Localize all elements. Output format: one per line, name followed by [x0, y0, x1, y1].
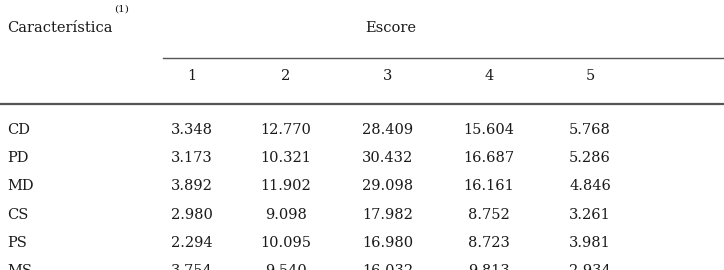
- Text: 3.754: 3.754: [171, 264, 213, 270]
- Text: 3.173: 3.173: [171, 151, 213, 165]
- Text: 2.934: 2.934: [569, 264, 611, 270]
- Text: 9.098: 9.098: [265, 208, 307, 222]
- Text: CS: CS: [7, 208, 29, 222]
- Text: 9.813: 9.813: [468, 264, 510, 270]
- Text: MD: MD: [7, 179, 34, 193]
- Text: 3.348: 3.348: [171, 123, 213, 137]
- Text: 16.980: 16.980: [362, 236, 413, 250]
- Text: PD: PD: [7, 151, 29, 165]
- Text: 30.432: 30.432: [362, 151, 413, 165]
- Text: PS: PS: [7, 236, 27, 250]
- Text: 10.321: 10.321: [261, 151, 311, 165]
- Text: 2.294: 2.294: [171, 236, 213, 250]
- Text: 4.846: 4.846: [569, 179, 611, 193]
- Text: 4: 4: [484, 69, 493, 83]
- Text: 5: 5: [586, 69, 594, 83]
- Text: 9.540: 9.540: [265, 264, 307, 270]
- Text: 5.768: 5.768: [569, 123, 611, 137]
- Text: Escore: Escore: [366, 21, 416, 35]
- Text: 17.982: 17.982: [362, 208, 413, 222]
- Text: 16.161: 16.161: [463, 179, 514, 193]
- Text: 3: 3: [383, 69, 392, 83]
- Text: 3.981: 3.981: [569, 236, 611, 250]
- Text: CD: CD: [7, 123, 30, 137]
- Text: 29.098: 29.098: [362, 179, 413, 193]
- Text: 8.752: 8.752: [468, 208, 510, 222]
- Text: 12.770: 12.770: [261, 123, 311, 137]
- Text: 1: 1: [188, 69, 196, 83]
- Text: 16.032: 16.032: [362, 264, 413, 270]
- Text: 2.980: 2.980: [171, 208, 213, 222]
- Text: 15.604: 15.604: [463, 123, 514, 137]
- Text: 10.095: 10.095: [261, 236, 311, 250]
- Text: MS: MS: [7, 264, 33, 270]
- Text: 2: 2: [282, 69, 290, 83]
- Text: 16.687: 16.687: [463, 151, 514, 165]
- Text: 11.902: 11.902: [261, 179, 311, 193]
- Text: 5.286: 5.286: [569, 151, 611, 165]
- Text: 3.261: 3.261: [569, 208, 611, 222]
- Text: Característica: Característica: [7, 21, 113, 35]
- Text: 3.892: 3.892: [171, 179, 213, 193]
- Text: (1): (1): [114, 5, 130, 14]
- Text: 8.723: 8.723: [468, 236, 510, 250]
- Text: 28.409: 28.409: [362, 123, 413, 137]
